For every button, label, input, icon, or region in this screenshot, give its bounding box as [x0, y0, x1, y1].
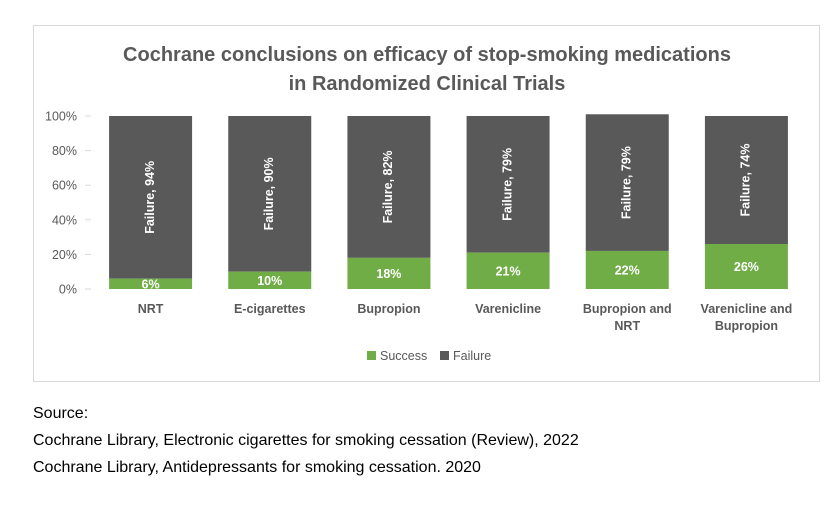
x-tick-label: Bupropion — [715, 319, 778, 333]
x-tick-label: Varenicline — [475, 302, 541, 316]
data-label-failure: Failure, 79% — [500, 148, 514, 221]
y-tick-label: 100% — [45, 110, 77, 124]
bar-success — [347, 257, 431, 289]
bar-success — [109, 278, 193, 289]
bar-failure — [109, 116, 193, 279]
chart-subtitle: in Randomized Clinical Trials — [289, 73, 566, 95]
y-tick-label: 40% — [52, 213, 77, 227]
legend-label-failure: Failure — [453, 349, 491, 363]
y-tick-label: 0% — [59, 283, 77, 297]
chart-title: Cochrane conclusions on efficacy of stop… — [123, 44, 731, 66]
y-tick-label: 20% — [52, 248, 77, 262]
legend-swatch-success — [367, 351, 376, 360]
bar-failure — [228, 116, 312, 272]
x-tick-label: Bupropion and — [583, 302, 672, 316]
bar-failure — [466, 116, 550, 253]
bar-failure — [585, 114, 669, 251]
data-label-failure: Failure, 90% — [262, 157, 276, 230]
data-label-success: 26% — [734, 260, 759, 274]
bar-failure — [347, 116, 431, 258]
chart-frame: Cochrane conclusions on efficacy of stop… — [33, 25, 820, 382]
x-tick-label: NRT — [614, 319, 640, 333]
x-tick-label: Varenicline and — [701, 302, 793, 316]
data-label-failure: Failure, 94% — [143, 161, 157, 234]
x-tick-label: E-cigarettes — [234, 302, 306, 316]
legend-label-success: Success — [380, 349, 427, 363]
data-label-failure: Failure, 82% — [381, 150, 395, 223]
bar-success — [585, 250, 669, 289]
x-tick-label: NRT — [138, 302, 164, 316]
legend-swatch-failure — [440, 351, 449, 360]
bar-success — [704, 244, 788, 289]
data-label-success: 21% — [496, 264, 521, 278]
y-tick-label: 60% — [52, 179, 77, 193]
bar-failure — [704, 116, 788, 245]
bar-success — [228, 271, 312, 289]
bar-success — [466, 252, 550, 289]
source-line-2: Cochrane Library, Antidepressants for sm… — [33, 459, 481, 476]
x-tick-label: Bupropion — [357, 302, 420, 316]
data-label-success: 22% — [615, 263, 640, 277]
data-label-success: 6% — [142, 277, 160, 291]
y-tick-label: 80% — [52, 144, 77, 158]
stacked-bar-chart: Cochrane conclusions on efficacy of stop… — [45, 44, 793, 363]
source-heading: Source: — [33, 405, 89, 422]
data-label-failure: Failure, 74% — [739, 144, 753, 217]
data-label-failure: Failure, 79% — [620, 146, 634, 219]
data-label-success: 10% — [257, 274, 282, 288]
data-label-success: 18% — [376, 267, 401, 281]
source-line-1: Cochrane Library, Electronic cigarettes … — [33, 432, 579, 449]
